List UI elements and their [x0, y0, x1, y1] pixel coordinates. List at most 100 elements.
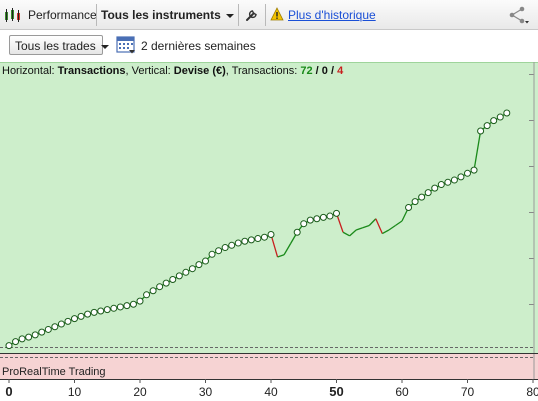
chevron-down-icon [225, 13, 234, 18]
share-icon[interactable] [508, 6, 530, 24]
more-history-link[interactable]: Plus d'historique [288, 8, 376, 22]
trade-point [44, 325, 52, 333]
trade-point [247, 236, 255, 244]
trade-point [437, 181, 445, 189]
trade-markers [5, 109, 511, 350]
transactions-prefix: , Transactions: [225, 65, 301, 77]
wins-count: 72 [300, 65, 313, 77]
trade-point [260, 233, 268, 241]
trade-point [136, 297, 144, 305]
vertical-value: Devise (€) [173, 65, 226, 77]
period-label: 2 dernières semaines [141, 39, 256, 53]
toolbar-divider [265, 4, 266, 26]
vertical-prefix: , Vertical: [125, 65, 174, 77]
trade-point [215, 247, 223, 255]
performance-icon[interactable] [4, 7, 22, 23]
trade-point [411, 198, 419, 206]
instruments-dropdown-label: Tous les instruments [101, 8, 221, 22]
chart-background [0, 62, 538, 353]
trade-point [162, 279, 170, 287]
trade-point [490, 117, 498, 125]
trades-filter-label: Tous les trades [15, 39, 96, 53]
losses-count: 4 [337, 65, 344, 77]
trade-point [418, 193, 426, 201]
trade-point [64, 317, 72, 325]
x-tick-label: 40 [264, 385, 278, 399]
trade-point [175, 272, 183, 280]
trades-filter-dropdown[interactable]: Tous les trades [9, 35, 109, 55]
gain-segment [283, 243, 292, 256]
gain-segment [395, 220, 403, 227]
trade-point [444, 178, 452, 186]
trade-point [57, 320, 65, 328]
horizontal-value: Transactions [57, 65, 126, 77]
trade-point [116, 303, 124, 311]
gain-segment [355, 227, 363, 231]
trade-point [195, 261, 203, 269]
trade-point [202, 257, 209, 265]
toolbar-divider [96, 4, 97, 26]
calendar-icon[interactable] [116, 34, 136, 54]
y-axis-ticks [529, 74, 534, 305]
trade-point [464, 169, 471, 177]
gain-segment [362, 224, 370, 229]
trade-point [496, 113, 504, 121]
trade-point [450, 176, 458, 184]
gain-segment [382, 229, 390, 235]
trade-point [457, 173, 465, 181]
trade-point [503, 109, 511, 117]
gain-segment [388, 224, 396, 231]
trade-point [313, 215, 321, 223]
trade-point [38, 328, 46, 336]
trade-point [333, 209, 340, 217]
trade-point [97, 307, 105, 315]
trade-point [5, 342, 13, 350]
trade-point [267, 231, 275, 238]
gain-segment [473, 130, 482, 171]
trade-point [156, 283, 164, 291]
chart-info-header: Horizontal: Transactions, Vertical: Devi… [2, 65, 343, 77]
trade-point [18, 335, 26, 343]
equity-chart[interactable]: 0 10 20 30 40 50 60 70 80 [0, 62, 538, 401]
performance-tab[interactable]: Performance [28, 8, 97, 22]
trade-point [254, 235, 262, 243]
trade-point [188, 265, 196, 273]
trade-point [326, 212, 334, 220]
trade-point [431, 184, 439, 192]
loss-segment [270, 234, 279, 258]
toolbar-divider [238, 4, 239, 26]
count-separator: / [312, 65, 322, 77]
trade-point [25, 333, 33, 341]
trade-point [103, 306, 111, 314]
wrench-icon[interactable] [244, 7, 260, 23]
x-tick-label: 80 [526, 385, 538, 399]
x-tick-label: 70 [461, 385, 475, 399]
trade-point [123, 302, 131, 310]
footer-label: ProRealTime Trading [2, 366, 106, 378]
x-axis-area [0, 379, 538, 401]
instruments-dropdown[interactable]: Tous les instruments [101, 8, 234, 22]
trade-point [90, 308, 98, 316]
trade-point [405, 204, 413, 211]
toolbar: Performance Tous les instruments Plus d'… [0, 0, 538, 30]
trade-point [12, 338, 20, 346]
trade-point [300, 220, 308, 228]
trade-point [71, 315, 78, 323]
gain-segment [349, 229, 357, 237]
trade-point [110, 304, 118, 312]
trade-point [149, 287, 157, 295]
chevron-down-icon [100, 44, 109, 49]
x-tick-label: 20 [133, 385, 147, 399]
count-separator: / [327, 65, 338, 77]
trade-point [241, 237, 249, 245]
trade-point [208, 250, 216, 258]
horizontal-prefix: Horizontal: [2, 65, 58, 77]
x-tick-label: 50 [329, 384, 343, 399]
trade-point [319, 213, 327, 221]
neutral-count: 0 [321, 65, 328, 77]
loss-segment [375, 218, 383, 234]
trade-point [424, 189, 432, 197]
gain-segment [277, 254, 285, 258]
trade-point [51, 323, 59, 331]
